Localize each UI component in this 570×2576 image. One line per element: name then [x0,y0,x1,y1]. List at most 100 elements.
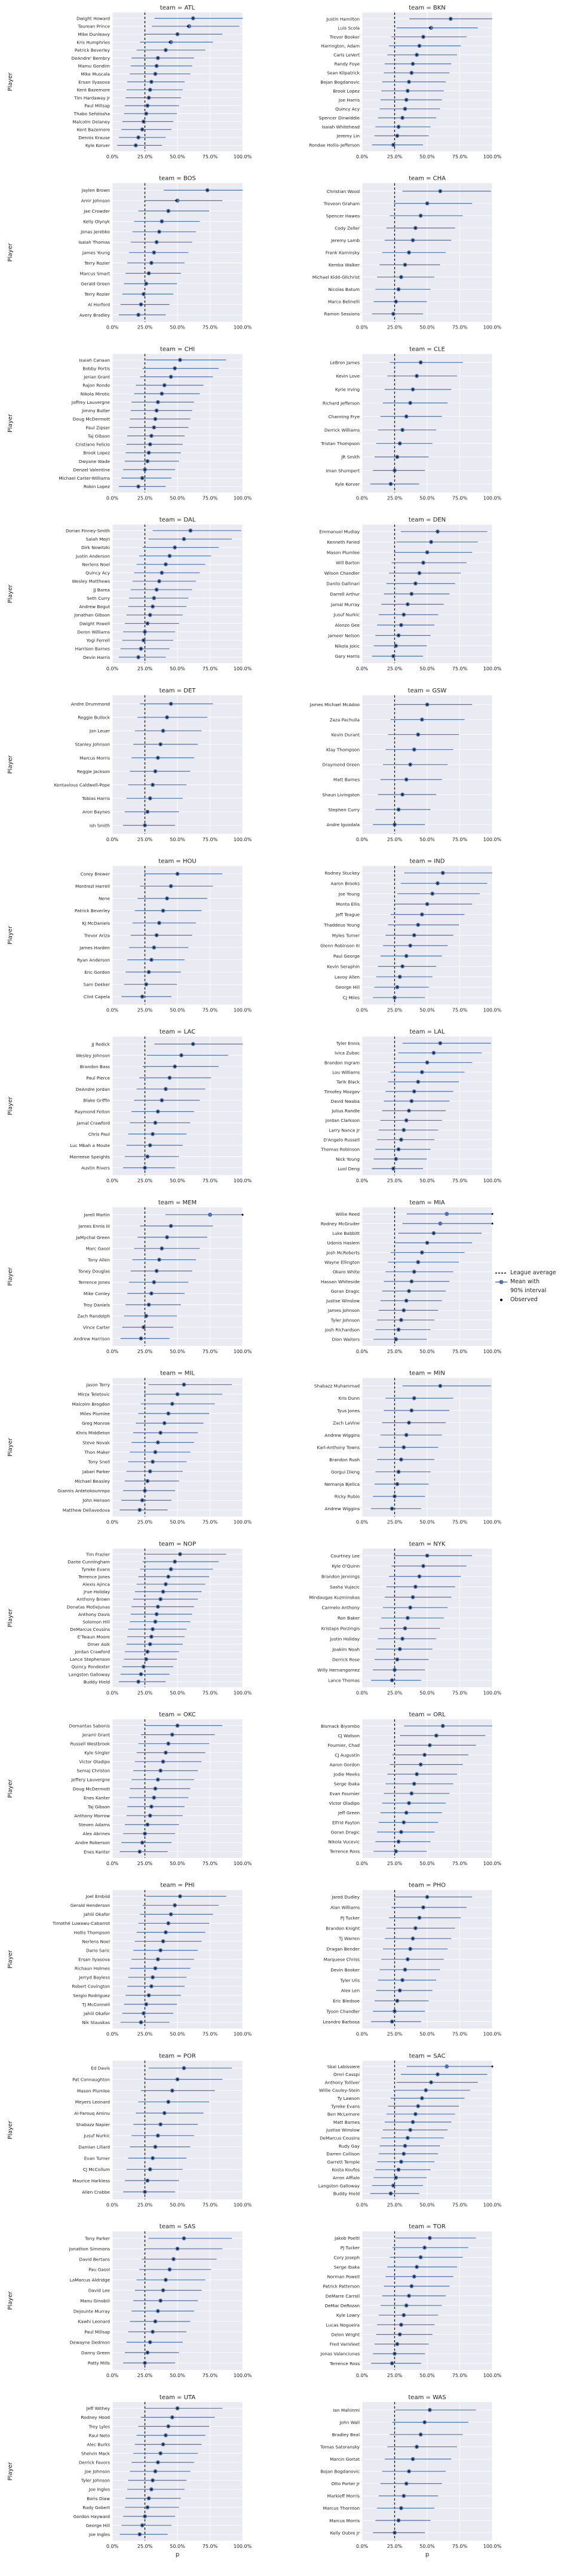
player-label: Mirza Teletovic [78,1392,110,1397]
player-label: Giannis Antetokounmpo [57,1488,110,1494]
player-label: Treveon Graham [323,201,360,206]
observed-point [170,1225,172,1227]
observed-point [422,1565,425,1567]
player-label: Jeremy Lin [336,133,360,139]
observed-point [422,562,425,564]
player-label: David Nwaba [331,1099,360,1104]
observed-point [168,554,171,557]
player-label: John Wall [339,2419,360,2425]
player-label: Rodney Hood [81,2415,110,2420]
observed-point [154,73,157,75]
player-label: Tyler Ennis [336,1041,360,1046]
player-label: Zaza Pachulia [330,717,360,722]
player-label: Dante Cunningham [68,1559,110,1565]
player-label: Matthew Dellavedova [63,1507,110,1513]
player-label: Kyle Korver [85,143,110,148]
player-label: Jordan Clarkson [325,1118,360,1123]
observed-point [142,639,145,642]
player-label: Udonis Haslem [327,1240,360,1246]
observed-point [403,2314,405,2316]
observed-point [160,1598,162,1600]
player-label: Tobias Harris [81,796,110,801]
player-label: Mindaugas Kuzminskas [309,1594,360,1600]
observed-point [433,1051,435,1054]
player-label: Kelly Olynyk [83,219,111,224]
player-label: JJ Barea [93,587,110,593]
observed-point [422,36,425,38]
y-axis-label: Player [7,2461,14,2480]
player-label: Ivica Zubac [335,1050,360,1056]
x-tick-label: 0.0% [356,1008,369,1013]
player-label: Courtney Lee [330,1553,360,1559]
player-label: Gary Harris [335,654,360,659]
player-label: Timofey Mozgov [323,1089,360,1094]
observed-point [157,2135,159,2137]
player-label: Jamal Murray [330,602,360,607]
observed-point [176,873,179,875]
x-tick-label: 100.0% [234,1008,252,1013]
x-tick-label: 0.0% [106,154,119,160]
legend-dash-icon [495,1272,507,1274]
observed-point [417,1261,419,1264]
player-label: Garrett Temple [327,2159,360,2164]
player-label: Wesley Matthews [72,579,110,584]
observed-point [180,1054,183,1057]
player-label: Tyler Johnson [330,1317,360,1323]
observed-point [428,2409,431,2411]
x-tick-label: 0.0% [106,837,119,842]
x-tick-label: 0.0% [356,154,369,160]
observed-point [155,1613,158,1615]
x-tick-label: 0.0% [356,837,369,842]
x-tick-label: 75.0% [203,666,218,671]
player-label: Gerald Henderson [71,1903,110,1908]
player-label: Tarik Black [336,1080,360,1085]
player-label: Brook Lopez [333,88,360,94]
observed-point [396,2000,399,2002]
observed-point [176,2407,179,2409]
observed-point [146,1480,149,1482]
x-tick-label: 25.0% [137,2373,153,2378]
observed-point [172,2258,175,2261]
x-tick-label: 100.0% [234,2373,252,2378]
player-label: JaMychal Green [75,1235,110,1240]
player-label: Okaro White [333,1269,360,1275]
player-label: Joe Harris [338,97,360,103]
observed-point [401,116,404,119]
player-label: Quincy Pondexter [71,1664,110,1670]
x-tick-label: 50.0% [419,1008,435,1013]
player-label: Derrick Rose [332,1657,360,1663]
observed-point [164,49,167,51]
player-label: LaMarcus Aldridge [70,2277,111,2283]
observed-point [157,756,159,759]
player-label: Nerlens Noel [82,1939,110,1944]
observed-point [407,1802,410,1804]
player-label: Terry Rozier [84,260,110,266]
y-axis-label: Player [7,2120,14,2139]
x-tick-label: 100.0% [234,1520,252,1525]
observed-point [157,57,159,59]
observed-point [142,293,145,295]
observed-point [141,128,143,131]
x-tick-label: 100.0% [234,154,252,160]
observed-point [405,2482,407,2485]
player-label: Sean Kilpatrick [327,70,360,76]
observed-point [140,303,142,306]
x-tick-label: 100.0% [483,1178,502,1183]
observed-point [160,1949,162,1952]
mean-point [438,1221,443,1226]
observed-point [436,882,439,885]
observed-point [154,1967,157,1970]
player-label: Jerryd Bayless [78,1975,110,1980]
observed-point [410,1100,413,1102]
observed-point [414,227,416,229]
observed-point [146,460,149,462]
player-label: Richaun Holmes [75,1966,110,1971]
player-label: Nemanja Bjelica [324,1482,360,1487]
player-label: Skal Labissiere [327,2064,360,2069]
observed-point [148,272,150,275]
player-label: Tony Parker [84,2236,110,2241]
x-tick-label: 100.0% [234,1690,252,1695]
observed-point [143,1832,146,1835]
player-label: Kenneth Faried [327,539,360,545]
